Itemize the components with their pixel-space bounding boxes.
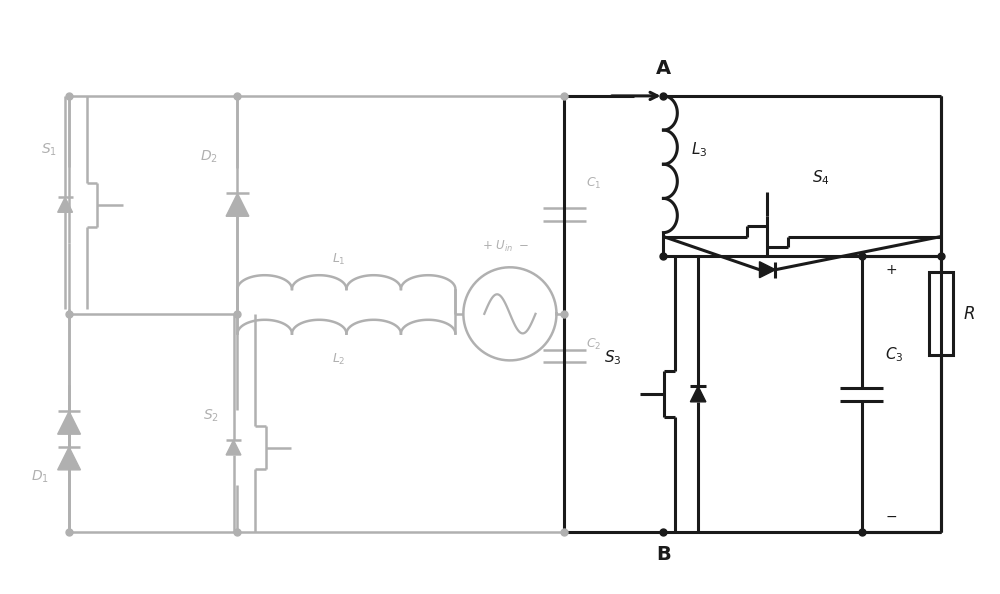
Polygon shape bbox=[58, 412, 80, 434]
Text: $L_1$: $L_1$ bbox=[332, 252, 345, 267]
Polygon shape bbox=[690, 386, 706, 402]
Text: $L_3$: $L_3$ bbox=[691, 140, 708, 159]
Text: $S_2$: $S_2$ bbox=[203, 408, 219, 424]
Bar bbox=[929, 272, 953, 355]
Text: $S_3$: $S_3$ bbox=[604, 349, 622, 367]
Text: $S_4$: $S_4$ bbox=[812, 168, 830, 187]
Text: $C_3$: $C_3$ bbox=[885, 345, 904, 364]
Text: $L_2$: $L_2$ bbox=[332, 352, 345, 368]
Polygon shape bbox=[226, 440, 241, 455]
Text: $S_1$: $S_1$ bbox=[41, 141, 57, 158]
Text: B: B bbox=[656, 545, 671, 564]
Polygon shape bbox=[58, 197, 73, 212]
Text: $D_1$: $D_1$ bbox=[31, 468, 49, 485]
Text: $C_2$: $C_2$ bbox=[586, 337, 602, 352]
Polygon shape bbox=[58, 447, 80, 470]
Text: A: A bbox=[656, 59, 671, 78]
Polygon shape bbox=[226, 194, 249, 216]
Text: $R$: $R$ bbox=[963, 305, 975, 323]
Text: $+\ U_{in}\ -$: $+\ U_{in}\ -$ bbox=[482, 238, 528, 254]
Text: $D_2$: $D_2$ bbox=[200, 148, 218, 165]
Text: $+$: $+$ bbox=[885, 263, 897, 277]
Polygon shape bbox=[759, 262, 775, 278]
Text: $-$: $-$ bbox=[885, 509, 898, 523]
Text: $C_1$: $C_1$ bbox=[586, 176, 602, 191]
